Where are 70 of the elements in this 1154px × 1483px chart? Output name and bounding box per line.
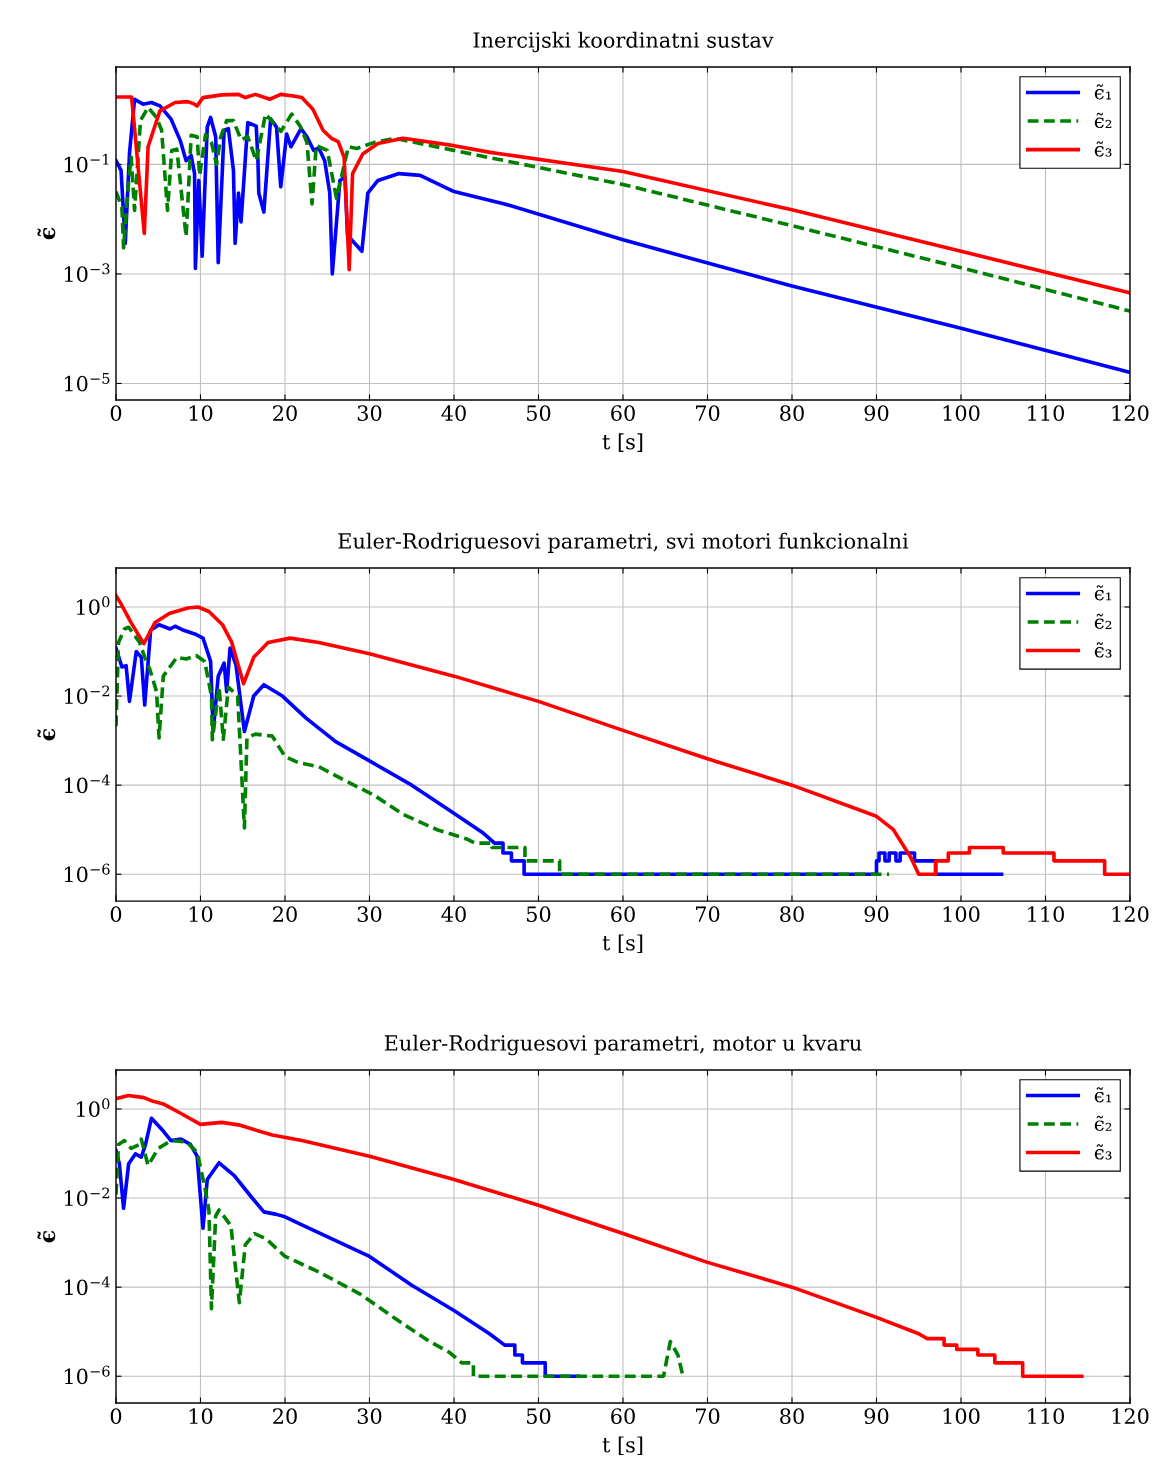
- x-tick-label: 100: [943, 1408, 980, 1425]
- x-tick-label: 120: [1112, 405, 1149, 421]
- x-tick-label: 20: [273, 906, 297, 923]
- x-tick-label: 110: [1028, 1408, 1064, 1425]
- y-axis-title: ϵ̃: [37, 728, 56, 741]
- y-tick-label: 10$^{−2}$: [64, 685, 110, 705]
- x-tick-label: 100: [943, 906, 980, 923]
- legend-label: ϵ̃₂: [1094, 1115, 1112, 1132]
- x-tick-label: 60: [611, 1408, 635, 1425]
- x-axis-title: t [s]: [602, 934, 643, 954]
- x-tick-label: 60: [611, 906, 635, 923]
- line-series: [115, 1137, 685, 1379]
- x-tick-label: 50: [527, 1408, 551, 1425]
- x-axis-title: t [s]: [602, 1436, 643, 1455]
- legend-label: ϵ̃₃: [1094, 1144, 1112, 1160]
- x-tick-label: 40: [441, 1408, 466, 1425]
- x-tick-label: 60: [611, 405, 635, 421]
- x-tick-label: 80: [780, 1408, 804, 1425]
- chart-title: Euler-Rodriguesovi parametri, svi motori funkcionalni: [338, 532, 909, 554]
- x-tick-label: 90: [864, 1408, 889, 1425]
- x-tick-label: 30: [357, 1408, 382, 1425]
- x-tick-label: 10: [189, 906, 213, 923]
- line-series: [115, 1093, 1084, 1379]
- legend-label: ϵ̃₃: [1094, 141, 1112, 157]
- y-axis-title: ϵ̃: [37, 1230, 56, 1243]
- x-tick-label: 120: [1112, 1408, 1149, 1425]
- x-tick-label: 90: [864, 405, 889, 421]
- x-tick-label: 100: [943, 405, 980, 421]
- chart-title: Inercijski koordinatni sustav: [473, 31, 774, 53]
- x-tick-label: 110: [1028, 906, 1064, 923]
- x-tick-label: 10: [189, 405, 213, 421]
- x-tick-label: 70: [695, 906, 720, 923]
- legend-label: ϵ̃₁: [1094, 585, 1111, 601]
- y-tick-label: 10$^{−3}$: [64, 263, 110, 283]
- x-tick-label: 0: [110, 405, 122, 421]
- y-tick-label: 10$^{−5}$: [64, 373, 110, 392]
- chart-title: Euler-Rodriguesovi parametri, motor u kvaru: [384, 1034, 862, 1056]
- legend-label: ϵ̃₁: [1094, 84, 1111, 100]
- y-tick-label: 10$^{−4}$: [64, 774, 110, 794]
- x-tick-label: 80: [780, 405, 804, 421]
- x-tick-label: 70: [695, 405, 720, 421]
- legend-label: ϵ̃₃: [1094, 642, 1112, 658]
- x-tick-label: 20: [273, 405, 297, 421]
- x-tick-label: 30: [357, 906, 382, 923]
- x-tick-label: 80: [780, 906, 804, 923]
- x-tick-label: 70: [695, 1408, 720, 1425]
- y-axis-title: ϵ̃: [37, 227, 56, 240]
- x-tick-label: 0: [110, 906, 122, 923]
- y-tick-label: 10$^{0}$: [76, 1098, 110, 1118]
- x-tick-label: 50: [527, 906, 551, 923]
- legend-label: ϵ̃₁: [1094, 1087, 1111, 1103]
- x-tick-label: 0: [110, 1408, 122, 1425]
- y-tick-label: 10$^{−6}$: [64, 863, 110, 883]
- x-axis-title: t [s]: [602, 433, 643, 452]
- y-tick-label: 10$^{−2}$: [64, 1187, 110, 1207]
- y-tick-label: 10$^{0}$: [76, 596, 110, 616]
- y-tick-label: 10$^{−6}$: [64, 1365, 110, 1385]
- x-tick-label: 50: [527, 405, 551, 421]
- x-tick-label: 90: [864, 906, 889, 923]
- y-tick-label: 10$^{−4}$: [64, 1276, 110, 1296]
- x-tick-label: 110: [1028, 405, 1064, 421]
- x-tick-label: 10: [189, 1408, 213, 1425]
- y-tick-label: 10$^{−1}$: [64, 153, 109, 173]
- x-tick-label: 120: [1112, 906, 1149, 923]
- x-tick-label: 20: [273, 1408, 297, 1425]
- x-tick-label: 30: [357, 405, 382, 421]
- x-tick-label: 40: [441, 906, 466, 923]
- x-tick-label: 40: [441, 405, 466, 421]
- legend-label: ϵ̃₂: [1094, 112, 1112, 129]
- legend-label: ϵ̃₂: [1094, 613, 1112, 630]
